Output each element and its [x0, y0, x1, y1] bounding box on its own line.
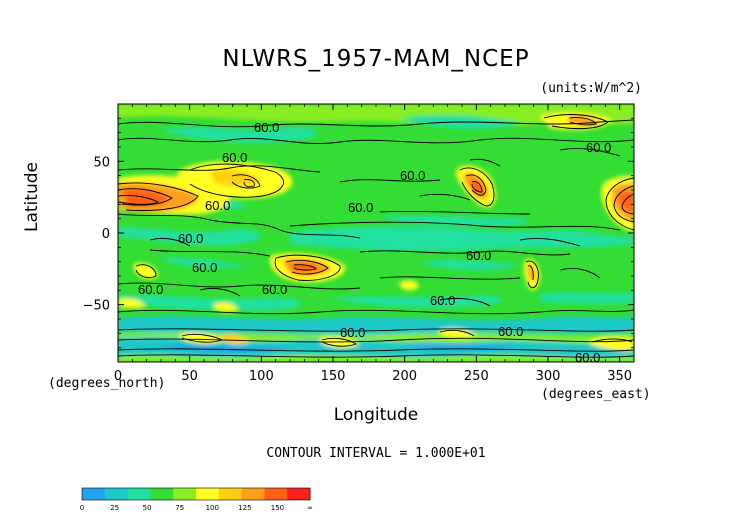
x-tick-label: 200	[392, 369, 417, 384]
contour-label: 60.0	[205, 198, 230, 213]
x-tick-label: 100	[249, 369, 274, 384]
contour-label: 60.0	[138, 282, 163, 297]
colorbar-label: 125	[238, 504, 251, 512]
colorbar-label: 75	[175, 504, 184, 512]
y-tick-label: 0	[102, 227, 110, 242]
colorbar-swatch	[104, 488, 129, 500]
contour-label: 60.0	[430, 293, 455, 308]
x-tick-label: 0	[114, 369, 122, 384]
contour-label: 60.0	[178, 231, 203, 246]
contour-label: 60.0	[262, 282, 287, 297]
colorbar-frame	[81, 487, 311, 501]
colorbar-label: 100	[206, 504, 219, 512]
contour-interval-label: CONTOUR INTERVAL = 1.000E+01	[266, 446, 486, 461]
colorbar-swatch	[218, 488, 243, 500]
x-tick-label: 300	[536, 369, 561, 384]
x-tick-label: 150	[321, 369, 346, 384]
contour-label: 60.0	[192, 260, 217, 275]
y-tick-label: −50	[83, 299, 110, 314]
contour-label: 60.0	[348, 200, 373, 215]
contour-label: 60.0	[400, 168, 425, 183]
y-axis-units-comment: (degrees_north)	[48, 376, 166, 391]
x-axis-label: Longitude	[333, 405, 419, 425]
contour-lines	[118, 114, 634, 358]
colorbar-swatch	[196, 488, 220, 500]
x-tick-label: 350	[607, 369, 632, 384]
y-axis-label: Latitude	[22, 162, 42, 232]
colorbar-swatch	[150, 488, 174, 500]
colorbar-label: 0	[80, 504, 84, 512]
x-tick-label: 50	[181, 369, 198, 384]
colorbar: 0 25 50 75 100 125 150 ∞	[80, 487, 313, 512]
contour-labels: 60.0 60.0 60.0 60.0 60.0 60.0 60.0 60.0 …	[138, 120, 611, 365]
chart-title: NLWRS_1957-MAM_NCEP	[222, 46, 530, 72]
colorbar-label: 150	[271, 504, 284, 512]
x-axis-units-comment: (degrees_east)	[541, 387, 651, 402]
x-tick-label: 250	[464, 369, 489, 384]
colorbar-swatch	[264, 488, 288, 500]
colorbar-swatch	[287, 488, 311, 500]
contour-label: 60.0	[340, 325, 365, 340]
colorbar-label: 25	[110, 504, 119, 512]
colorbar-swatch	[241, 488, 265, 500]
contour-label: 60.0	[222, 150, 247, 165]
colorbar-swatch	[82, 488, 106, 500]
contour-label: 60.0	[498, 324, 523, 339]
axes: 0 50 100 150 200 250 300 350 50 0 −50	[83, 104, 634, 384]
y-tick-label: 50	[93, 155, 110, 170]
contour-label: 60.0	[466, 248, 491, 263]
colorbar-label: 50	[143, 504, 152, 512]
contour-label: 60.0	[254, 120, 279, 135]
contour-label: 60.0	[575, 350, 600, 365]
colorbar-label: ∞	[307, 504, 313, 512]
colorbar-swatch	[127, 488, 151, 500]
heatmap-field: 60.0 60.0 60.0 60.0 60.0 60.0 60.0 60.0 …	[118, 104, 634, 365]
units-label: (units:W/m^2)	[540, 81, 642, 96]
colorbar-swatch	[173, 488, 197, 500]
contour-label: 60.0	[586, 140, 611, 155]
